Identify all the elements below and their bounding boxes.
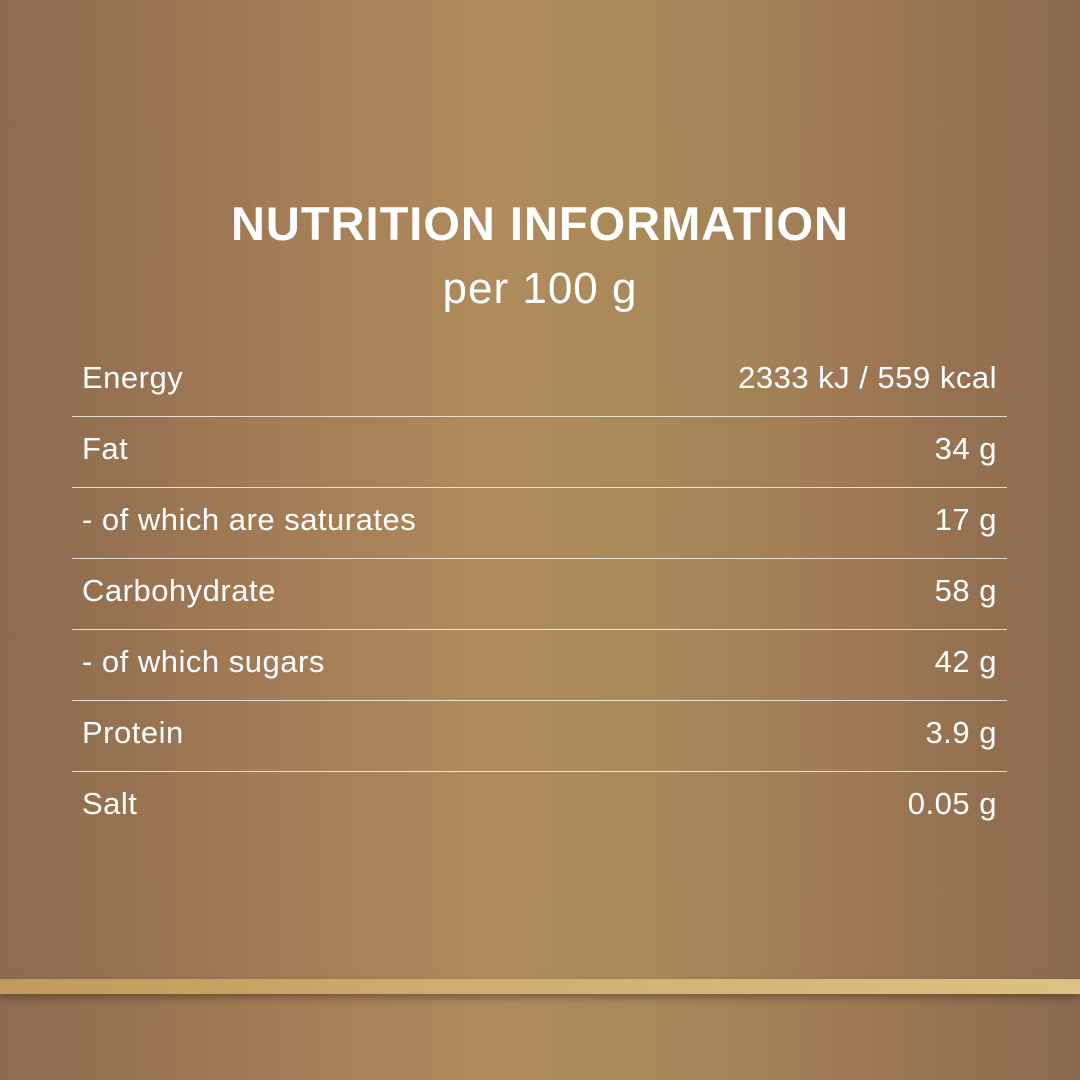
row-value: 58 g bbox=[934, 573, 997, 608]
row-label: Salt bbox=[82, 786, 138, 821]
row-label: Carbohydrate bbox=[82, 573, 276, 608]
row-label: Fat bbox=[82, 431, 129, 466]
row-label: Energy bbox=[82, 360, 184, 395]
page-title: NUTRITION INFORMATION bbox=[230, 197, 849, 250]
table-row: - of which sugars 42 g bbox=[72, 630, 1007, 701]
row-label: Protein bbox=[82, 715, 184, 750]
row-value: 17 g bbox=[934, 502, 997, 537]
row-value: 42 g bbox=[934, 644, 997, 679]
row-value: 0.05 g bbox=[907, 786, 997, 821]
row-label: - of which sugars bbox=[82, 644, 325, 679]
gold-divider-band bbox=[0, 979, 1080, 994]
row-value: 3.9 g bbox=[925, 715, 997, 750]
row-value: 34 g bbox=[934, 431, 997, 466]
page-subtitle: per 100 g bbox=[442, 264, 638, 313]
table-row: Carbohydrate 58 g bbox=[72, 559, 1007, 630]
row-label: - of which are saturates bbox=[82, 502, 417, 537]
table-row: Fat 34 g bbox=[72, 417, 1007, 488]
table-row: Energy 2333 kJ / 559 kcal bbox=[72, 346, 1007, 417]
row-value: 2333 kJ / 559 kcal bbox=[738, 360, 997, 395]
nutrition-table: Energy 2333 kJ / 559 kcal Fat 34 g - of wh… bbox=[72, 346, 1007, 842]
table-row: Protein 3.9 g bbox=[72, 701, 1007, 772]
table-row: - of which are saturates 17 g bbox=[72, 488, 1007, 559]
table-row: Salt 0.05 g bbox=[72, 772, 1007, 842]
